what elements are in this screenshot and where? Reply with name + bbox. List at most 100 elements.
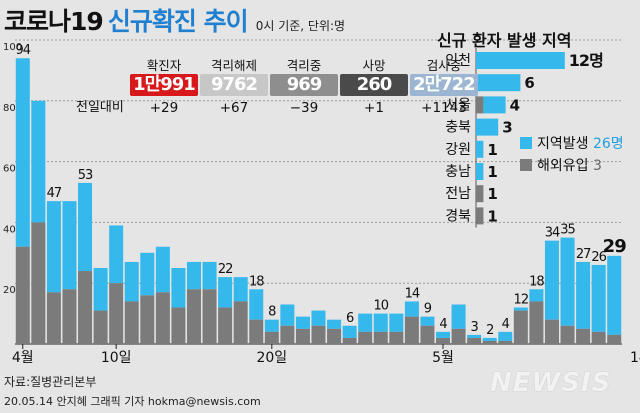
bar-imported [186, 289, 201, 344]
legend-local-label: 지역발생 [537, 136, 589, 152]
bar-imported [607, 334, 622, 344]
data-label: 14 [405, 286, 420, 301]
bar-local [342, 325, 357, 338]
bar-imported [78, 271, 93, 344]
stat-value: 260 [340, 74, 408, 96]
bar-local [202, 261, 217, 290]
x-tick-label: 4월 [12, 350, 34, 366]
bar-imported [93, 310, 108, 344]
bar-imported [436, 337, 451, 344]
bar-imported [280, 325, 295, 344]
bar-imported [295, 328, 310, 344]
bar-imported [202, 289, 217, 344]
bar-local [544, 240, 559, 320]
data-label: 4 [439, 317, 447, 332]
bar-local [93, 268, 108, 311]
data-label: 27 [576, 247, 591, 262]
region-value: 1 [487, 185, 497, 203]
region-bars: 인천12명경기6서울4충북3강원1충남1전남1경북1 [445, 48, 604, 228]
bar-local [591, 264, 606, 332]
data-label: 53 [78, 168, 93, 183]
stat-diff: +1143 [421, 100, 467, 116]
data-label: 26 [591, 250, 606, 265]
bar-local [171, 268, 186, 308]
bar-local [420, 316, 435, 326]
bar-imported [467, 337, 482, 344]
legend-local-count: 26명 [592, 136, 624, 152]
bar-local [155, 246, 170, 293]
region-name: 서울 [445, 97, 471, 113]
region-value: 6 [524, 74, 534, 92]
data-label: 47 [47, 186, 62, 201]
x-tick-label: 14일 [630, 350, 640, 366]
bar-imported [31, 222, 46, 344]
bar-local [327, 319, 342, 329]
bar-local [295, 316, 310, 329]
y-tick-label: 100 [3, 42, 22, 53]
bar-local [467, 334, 482, 338]
stat-heading: 격리해제 [210, 58, 257, 73]
region-value: 12명 [569, 51, 603, 70]
legend-imported-count: 3 [592, 158, 602, 174]
y-tick-label: 60 [3, 164, 16, 175]
region-value: 3 [502, 119, 512, 137]
bar-local [607, 255, 622, 335]
region-bar-local [476, 163, 484, 180]
bar-imported [576, 328, 591, 344]
bar-local [311, 310, 326, 326]
bar-local [186, 261, 201, 290]
data-label: 6 [346, 311, 354, 326]
bar-local [498, 331, 513, 341]
x-tick-label: 20일 [256, 350, 287, 366]
bar-imported [62, 289, 77, 344]
region-bar-local [476, 118, 499, 136]
bar-imported [218, 307, 233, 344]
bar-local [560, 237, 575, 326]
legend-imported: 해외유입 3 [520, 155, 602, 175]
diff-row-label: 전일대비 [76, 100, 124, 115]
bar-local [124, 261, 139, 302]
data-label: 22 [218, 262, 233, 277]
bar-local [529, 289, 544, 302]
region-name: 충북 [445, 120, 471, 136]
bar-imported [482, 340, 497, 344]
bar-imported [233, 301, 248, 344]
data-label: 12 [514, 293, 529, 308]
bar-imported [404, 316, 419, 344]
bar-imported [342, 337, 357, 344]
data-label: 34 [545, 226, 560, 241]
title-block: 코로나19 신규확진 추이 0시 기준, 단위:명 [4, 2, 345, 38]
stat-value: 969 [270, 74, 338, 96]
bar-imported [124, 301, 139, 344]
region-name: 강원 [445, 142, 471, 158]
bar-imported [529, 301, 544, 344]
bar-local [249, 289, 264, 320]
data-label: 8 [268, 305, 276, 320]
bar-local [280, 304, 295, 326]
data-label: 3 [471, 320, 479, 335]
bar-imported [389, 331, 404, 344]
bar-imported [544, 319, 559, 344]
data-label: 18 [249, 274, 264, 289]
region-bar-imported [476, 207, 484, 225]
region-bar-local [476, 52, 565, 69]
bar-local [62, 201, 77, 290]
region-bar-imported [476, 96, 484, 114]
newsis-logo: NEWSIS [490, 368, 612, 398]
credit-line: 20.05.14 안지혜 그래픽 기자 hokma@newsis.com [4, 395, 261, 408]
stat-heading: 사망 [362, 58, 386, 73]
data-label: 2 [486, 323, 493, 338]
bar-imported [498, 340, 513, 344]
bar-imported [46, 292, 61, 344]
stat-column: 사망 260 +1 [340, 57, 408, 118]
data-label: 29 [603, 236, 627, 257]
bar-imported [140, 295, 155, 344]
bar-imported [327, 328, 342, 344]
data-label: 10 [373, 299, 388, 314]
stat-diff: +1 [364, 100, 384, 116]
bar-imported [513, 310, 528, 344]
region-bar-local [476, 140, 484, 158]
region-name: 충남 [445, 164, 471, 180]
